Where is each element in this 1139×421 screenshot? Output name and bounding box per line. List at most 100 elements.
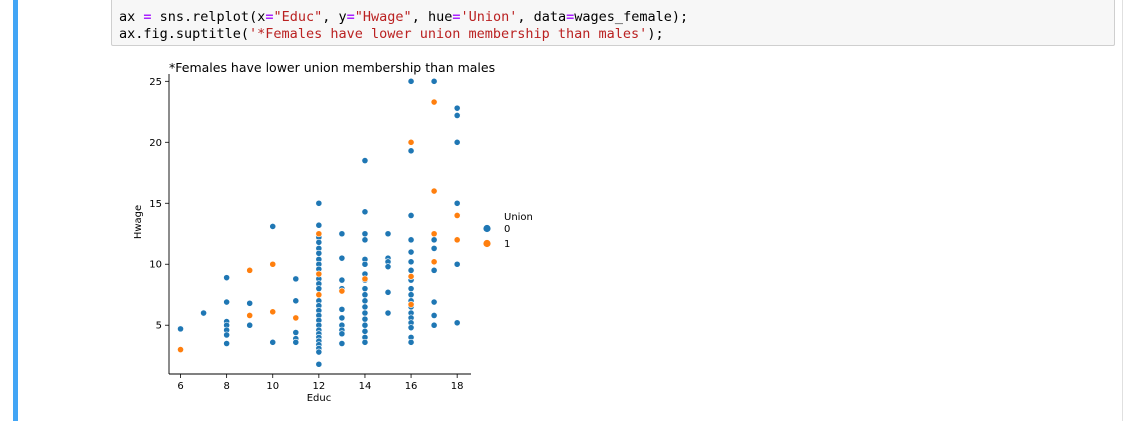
scatter-point-union-0 [223, 331, 231, 339]
legend: Union 0 1 [483, 212, 533, 250]
x-tick-label: 6 [177, 381, 183, 392]
scatter-point-union-0 [407, 291, 415, 299]
code-line-1-token: wages_female); [574, 9, 689, 25]
scatter-point-union-0 [361, 285, 369, 293]
x-tick-label: 14 [359, 381, 372, 392]
scatter-point-union-0 [223, 298, 231, 306]
scatter-point-union-0 [361, 230, 369, 238]
code-line-1-token: = [452, 9, 461, 25]
code-line-1-token: , hue [411, 9, 453, 25]
scatter-point-union-0 [269, 338, 277, 346]
scatter-point-union-0 [361, 260, 369, 268]
scatter-point-union-0 [453, 138, 461, 146]
scatter-point-union-0 [177, 325, 184, 333]
scatter-point-union-0 [407, 77, 415, 85]
scatter-point-union-0 [361, 315, 369, 323]
scatter-point-union-0 [315, 348, 323, 356]
legend-entry-0: 0 [504, 224, 510, 235]
scatter-point-union-0 [361, 321, 369, 329]
scatter-point-union-1 [292, 314, 300, 322]
legend-title: Union [504, 212, 533, 223]
scatter-point-union-0 [338, 254, 346, 262]
code-line-1-token: , y [322, 9, 347, 25]
y-axis-label: Hwage [133, 205, 144, 239]
x-tick-label: 16 [405, 381, 418, 392]
scatter-point-union-0 [315, 238, 323, 246]
scatter-point-union-0 [453, 199, 461, 207]
scatter-point-union-0 [407, 248, 415, 256]
scatter-point-union-0 [430, 77, 438, 85]
plot-axes: 6 8 10 12 14 16 18 5 10 15 20 25 [149, 74, 471, 392]
cell-selection-bar [13, 0, 18, 421]
scatter-point-union-0 [453, 319, 461, 327]
scatter-point-union-0 [338, 314, 346, 322]
scatter-point-union-0 [453, 112, 461, 119]
scatter-point-union-0 [384, 288, 392, 296]
scatter-point-union-0 [407, 258, 415, 266]
scatter-point-union-1 [315, 270, 323, 278]
scatter-point-union-0 [315, 249, 323, 257]
scatter-point-union-0 [430, 298, 438, 306]
scatter-point-union-1 [407, 273, 415, 280]
scatter-point-union-0 [407, 212, 415, 219]
scatter-point-union-0 [407, 285, 415, 293]
scatter-point-union-0 [292, 329, 300, 336]
scatter-point-union-0 [315, 221, 323, 229]
code-line-1-token: = [346, 9, 355, 25]
notebook-right-border [1122, 0, 1123, 421]
code-line-2-token: '*Females have lower union membership th… [249, 26, 648, 42]
code-input-cell[interactable]: ax = sns.relplot(x="Educ", y="Hwage", hu… [111, 0, 1115, 46]
scatter-point-union-1 [315, 291, 323, 299]
scatter-point-union-0 [384, 230, 392, 238]
scatter-point-union-1 [453, 212, 461, 219]
data-points [177, 77, 461, 368]
code-line-1-token: ax [119, 9, 144, 25]
scatter-point-union-0 [430, 321, 438, 329]
code-line-2-token: ); [647, 26, 664, 42]
scatter-point-union-1 [246, 312, 254, 319]
scatter-point-union-0 [361, 338, 369, 346]
scatter-point-union-0 [200, 309, 207, 317]
scatter-point-union-0 [407, 324, 415, 332]
code-line-1-token: , data [517, 9, 567, 25]
y-tick-label: 5 [156, 321, 162, 332]
scatter-point-union-1 [338, 287, 346, 295]
legend-marker-1 [483, 239, 491, 248]
scatter-point-union-0 [338, 340, 346, 347]
scatter-point-union-0 [292, 338, 300, 346]
scatter-point-union-1 [246, 266, 254, 274]
scatter-point-union-0 [384, 263, 392, 271]
cell-output-area: *Females have lower union membership tha… [111, 56, 1115, 416]
scatter-point-union-0 [430, 236, 438, 244]
x-tick-label: 18 [451, 381, 464, 392]
code-line-1: ax = sns.relplot(x="Educ", y="Hwage", hu… [119, 9, 688, 25]
scatter-point-union-0 [361, 236, 369, 244]
scatter-point-union-0 [361, 327, 369, 335]
scatter-point-union-0 [338, 305, 346, 313]
code-line-1-token: = [566, 9, 575, 25]
legend-entry-1: 1 [504, 239, 510, 250]
scatter-point-union-0 [407, 266, 415, 274]
scatter-point-union-0 [453, 260, 461, 268]
code-line-1-token: 'Union' [460, 9, 518, 25]
code-line-1-token: = [265, 9, 274, 25]
scatter-point-union-0 [246, 321, 254, 329]
scatter-point-union-1 [430, 258, 438, 266]
scatter-point-union-0 [223, 274, 231, 282]
scatter-point-union-0 [338, 276, 346, 284]
code-line-2-token: ax.fig.suptitle( [119, 26, 250, 42]
code-line-1-token: = [143, 9, 152, 25]
scatter-point-union-0 [315, 199, 323, 207]
figure-suptitle: *Females have lower union membership tha… [169, 60, 495, 75]
scatter-figure: *Females have lower union membership tha… [133, 60, 533, 404]
scatter-point-union-1 [269, 308, 277, 316]
code-line-2: ax.fig.suptitle('*Females have lower uni… [119, 26, 664, 42]
y-tick-label: 20 [149, 138, 162, 149]
code-line-1-token: "Educ" [273, 9, 323, 25]
scatter-point-union-1 [177, 346, 184, 354]
scatter-point-union-0 [361, 297, 369, 305]
scatter-point-union-1 [315, 230, 323, 238]
y-tick-label: 10 [149, 260, 162, 271]
scatter-point-union-0 [361, 208, 369, 216]
scatter-point-union-0 [315, 285, 323, 293]
